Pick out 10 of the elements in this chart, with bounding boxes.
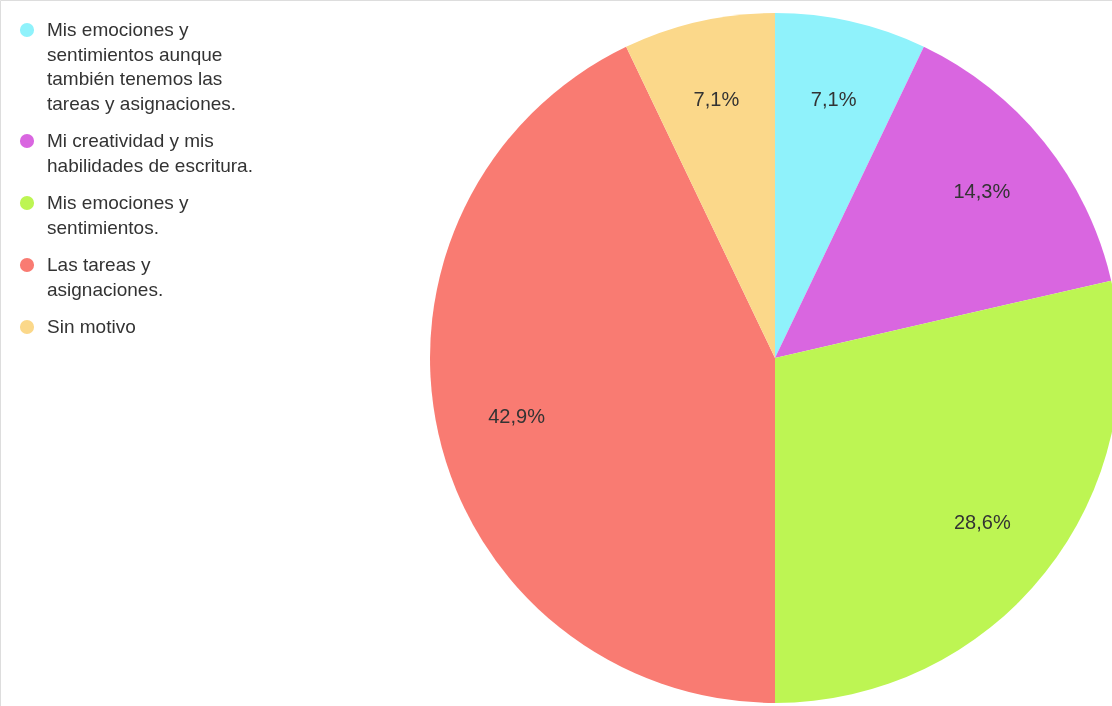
data-label: 28,6% [953, 511, 1011, 534]
legend-label: Mis emociones y sentimientos. [47, 192, 189, 238]
data-label: 7,1% [693, 87, 740, 110]
data-label: 42,9% [488, 404, 546, 427]
legend-label: Mi creatividad y mis habilidades de escritura. [47, 130, 253, 176]
legend-label: Mis emociones y sentimientos aunque también tenemos las tareas y asignaciones. [47, 19, 237, 114]
data-label: 14,3% [953, 180, 1011, 203]
legend-label: Sin motivo [47, 316, 136, 337]
legend-label: Las tareas y asignaciones. [47, 254, 164, 300]
data-label: 7,1% [810, 87, 857, 110]
